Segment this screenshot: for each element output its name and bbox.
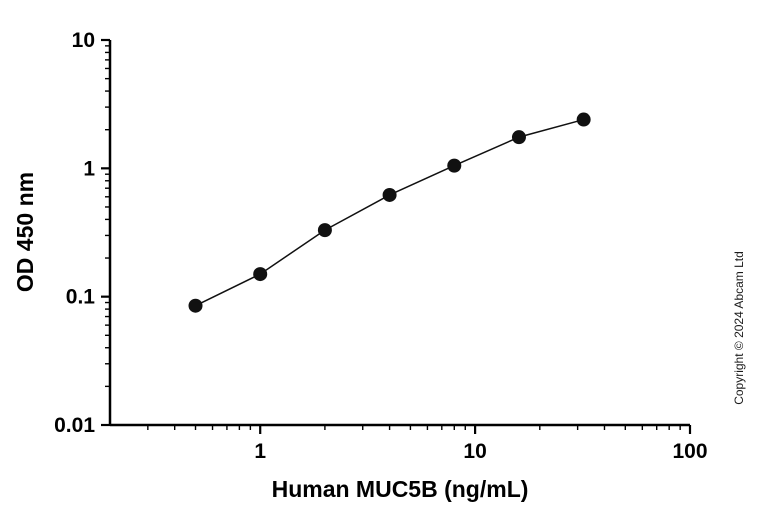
y-tick-label: 0.1 [66, 286, 96, 309]
y-tick-label: 1 [83, 157, 95, 180]
series-line [195, 118, 584, 307]
y-tick-label: 0.01 [54, 414, 95, 437]
data-point [382, 187, 397, 202]
data-point [253, 267, 268, 282]
x-tick-label: 1 [254, 440, 266, 463]
plot-area: 1 10 100 0.01 0.1 1 10 [54, 29, 707, 463]
x-tick-label: 100 [672, 440, 707, 463]
data-point [317, 223, 332, 238]
x-axis-label: Human MUC5B (ng/mL) [272, 476, 529, 502]
data-point [576, 112, 591, 127]
copyright-text: Copyright © 2024 Abcam Ltd [732, 251, 746, 405]
data-point [188, 298, 203, 313]
y-axis-label: OD 450 nm [12, 172, 38, 292]
y-tick-label: 10 [72, 29, 95, 52]
data-point [511, 130, 526, 145]
data-point [447, 158, 462, 173]
x-tick-label: 10 [463, 440, 486, 463]
